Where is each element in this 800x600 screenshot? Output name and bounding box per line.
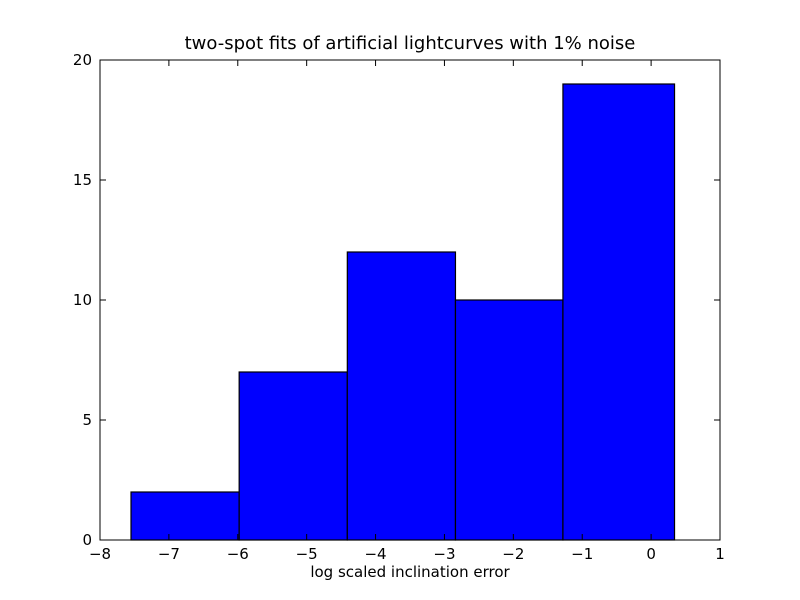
ticks-group bbox=[99, 59, 721, 541]
x-tick-label: −5 bbox=[296, 545, 318, 563]
bar-0 bbox=[130, 491, 240, 541]
y-tick-label: 5 bbox=[82, 411, 92, 429]
x-tick-label: −2 bbox=[502, 545, 524, 563]
x-tick-label: −6 bbox=[227, 545, 249, 563]
x-tick-label: −7 bbox=[158, 545, 180, 563]
x-tick-labels: −8 −7 −6 −5 −4 −3 −2 −1 0 1 bbox=[89, 545, 725, 563]
x-tick-label: −8 bbox=[89, 545, 111, 563]
bar-4 bbox=[562, 83, 676, 541]
y-tick-labels: 0 5 10 15 20 bbox=[73, 51, 92, 549]
y-tick-label: 10 bbox=[73, 291, 92, 309]
x-axis-label: log scaled inclination error bbox=[310, 563, 510, 581]
y-tick-label: 0 bbox=[82, 531, 92, 549]
y-tick-label: 15 bbox=[73, 171, 92, 189]
bars-group bbox=[130, 83, 676, 541]
bar-1 bbox=[238, 371, 348, 541]
x-tick-label: −4 bbox=[364, 545, 386, 563]
x-tick-label: 0 bbox=[646, 545, 656, 563]
x-tick-label: −3 bbox=[433, 545, 455, 563]
bar-2 bbox=[346, 251, 457, 541]
chart-title: two-spot fits of artificial lightcurves … bbox=[185, 33, 636, 54]
y-tick-label: 20 bbox=[73, 51, 92, 69]
bar-3 bbox=[454, 299, 564, 541]
x-tick-label: −1 bbox=[571, 545, 593, 563]
x-tick-label: 1 bbox=[715, 545, 725, 563]
